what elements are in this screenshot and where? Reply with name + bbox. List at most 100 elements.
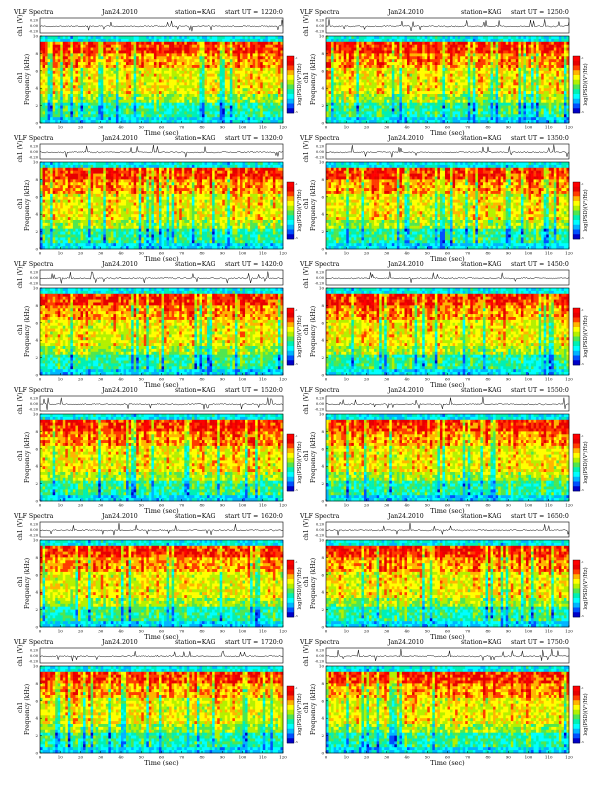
amplitude-ylabel: ch1 (V): [303, 645, 310, 667]
frequency-tick-label: 8: [321, 177, 324, 182]
time-tick-label: 10: [58, 377, 64, 382]
time-tick-label: 0: [39, 377, 42, 382]
colorbar-segment: [287, 453, 294, 458]
spectrogram-sheet: VLF Spectra Jan24.2010 station=KAG start UT…: [0, 0, 612, 792]
time-tick-label: 110: [259, 251, 267, 256]
panel-date: Jan24.2010: [387, 639, 424, 646]
colorbar-label: log(PSD)(V²/Hz): [296, 441, 303, 483]
colorbar-segment: [573, 472, 580, 477]
colorbar-segment: [573, 89, 580, 94]
frequency-tick-label: 4: [35, 716, 38, 721]
frequency-tick-label: 6: [35, 698, 38, 703]
amplitude-ylabel: ch1 (V): [17, 15, 24, 37]
time-tick-label: 30: [98, 251, 104, 256]
colorbar-label: log(PSD)(V²/Hz): [296, 189, 303, 231]
time-tick-label: 80: [199, 377, 205, 382]
spectrogram-panel: VLF Spectra Jan24.2010 station=KAG start UT…: [13, 9, 303, 137]
spectrogram-panel: VLF Spectra Jan24.2010 station=KAG start UT…: [299, 261, 589, 389]
time-tick-label: 20: [78, 503, 84, 508]
colorbar-segment: [287, 598, 294, 603]
colorbar-segment: [287, 570, 294, 575]
colorbar-tick-label: -5: [581, 236, 584, 240]
amplitude-ylabel: ch1 (V): [303, 393, 310, 415]
time-tick-label: 120: [565, 503, 573, 508]
spectrogram-ylabel: Frequency (kHz): [310, 558, 317, 609]
time-tick-label: 40: [118, 503, 124, 508]
time-tick-label: 90: [220, 755, 226, 760]
frequency-tick-label: 10: [33, 286, 39, 291]
colorbar-segment: [287, 686, 294, 691]
amplitude-frame: [326, 522, 569, 537]
panel-start-prefix: start UT =: [511, 9, 544, 16]
spectrogram-channel-label: ch1: [303, 702, 310, 713]
panel-station: station=KAG: [461, 9, 502, 16]
time-tick-label: 0: [39, 755, 42, 760]
colorbar-tick-label: -5: [295, 236, 298, 240]
colorbar-segment: [287, 351, 294, 356]
time-tick-label: 0: [325, 755, 328, 760]
time-tick-label: 30: [98, 503, 104, 508]
spectrogram-channel-label: ch1: [17, 324, 24, 335]
panel-start-ut: 1350:0: [547, 135, 569, 142]
colorbar-label: log(PSD)(V²/Hz): [582, 567, 589, 609]
time-tick-label: 120: [565, 125, 573, 130]
colorbar-tick-label: -1: [295, 182, 298, 186]
colorbar-label: log(PSD)(V²/Hz): [296, 315, 303, 357]
time-tick-label: 30: [98, 125, 104, 130]
frequency-tick-label: 10: [319, 664, 325, 669]
time-tick-label: 30: [384, 503, 390, 508]
panel-date: Jan24.2010: [101, 639, 138, 646]
colorbar-segment: [287, 61, 294, 66]
colorbar-tick-label: -5: [295, 740, 298, 744]
colorbar-segment: [573, 351, 580, 356]
spectrogram-ylabel: Frequency (kHz): [24, 432, 31, 483]
spectrogram-channel-label: ch1: [17, 72, 24, 83]
colorbar-segment: [573, 719, 580, 724]
colorbar-segment: [573, 482, 580, 487]
frequency-tick-label: 4: [35, 590, 38, 595]
colorbar-segment: [287, 220, 294, 225]
colorbar-segment: [573, 579, 580, 584]
time-tick-label: 30: [384, 377, 390, 382]
panel-start-ut: 1550:0: [547, 387, 569, 394]
time-tick-label: 10: [58, 629, 64, 634]
amplitude-frame: [40, 270, 283, 285]
amplitude-tick-label: 0.20: [30, 145, 39, 149]
colorbar-segment: [573, 477, 580, 482]
colorbar-segment: [573, 356, 580, 361]
time-tick-label: 0: [325, 503, 328, 508]
frequency-tick-label: 2: [321, 733, 324, 738]
time-tick-label: 80: [199, 629, 205, 634]
time-tick-label: 0: [325, 125, 328, 130]
colorbar-label: log(PSD)(V²/Hz): [296, 63, 303, 105]
amplitude-tick-label: 0.00: [30, 654, 39, 658]
frequency-tick-label: 2: [35, 229, 38, 234]
colorbar-segment: [287, 608, 294, 613]
colorbar-segment: [287, 719, 294, 724]
amplitude-ylabel: ch1 (V): [303, 141, 310, 163]
time-axis-label: Time (sec): [144, 507, 179, 515]
panel-start-prefix: start UT =: [511, 135, 544, 142]
panel-date: Jan24.2010: [101, 387, 138, 394]
spectrogram-panel: VLF Spectra Jan24.2010 station=KAG start UT…: [13, 513, 303, 641]
colorbar-segment: [573, 589, 580, 594]
spectrogram-cells: [40, 288, 283, 375]
colorbar-tick-label: -5: [581, 362, 584, 366]
colorbar-segment: [287, 318, 294, 323]
time-tick-label: 30: [98, 755, 104, 760]
time-tick-label: 20: [364, 503, 370, 508]
colorbar-segment: [573, 705, 580, 710]
panel-start-ut: 1450:0: [547, 261, 569, 268]
frequency-tick-label: 10: [33, 664, 39, 669]
time-tick-label: 100: [239, 125, 247, 130]
frequency-tick-label: 6: [321, 572, 324, 577]
frequency-tick-label: 8: [321, 303, 324, 308]
colorbar-segment: [287, 230, 294, 235]
colorbar-segment: [573, 434, 580, 439]
time-tick-label: 110: [545, 377, 553, 382]
colorbar-tick-label: -1: [581, 434, 584, 438]
time-tick-label: 70: [179, 503, 185, 508]
colorbar-segment: [287, 192, 294, 197]
frequency-tick-label: 6: [35, 320, 38, 325]
colorbar-segment: [287, 439, 294, 444]
